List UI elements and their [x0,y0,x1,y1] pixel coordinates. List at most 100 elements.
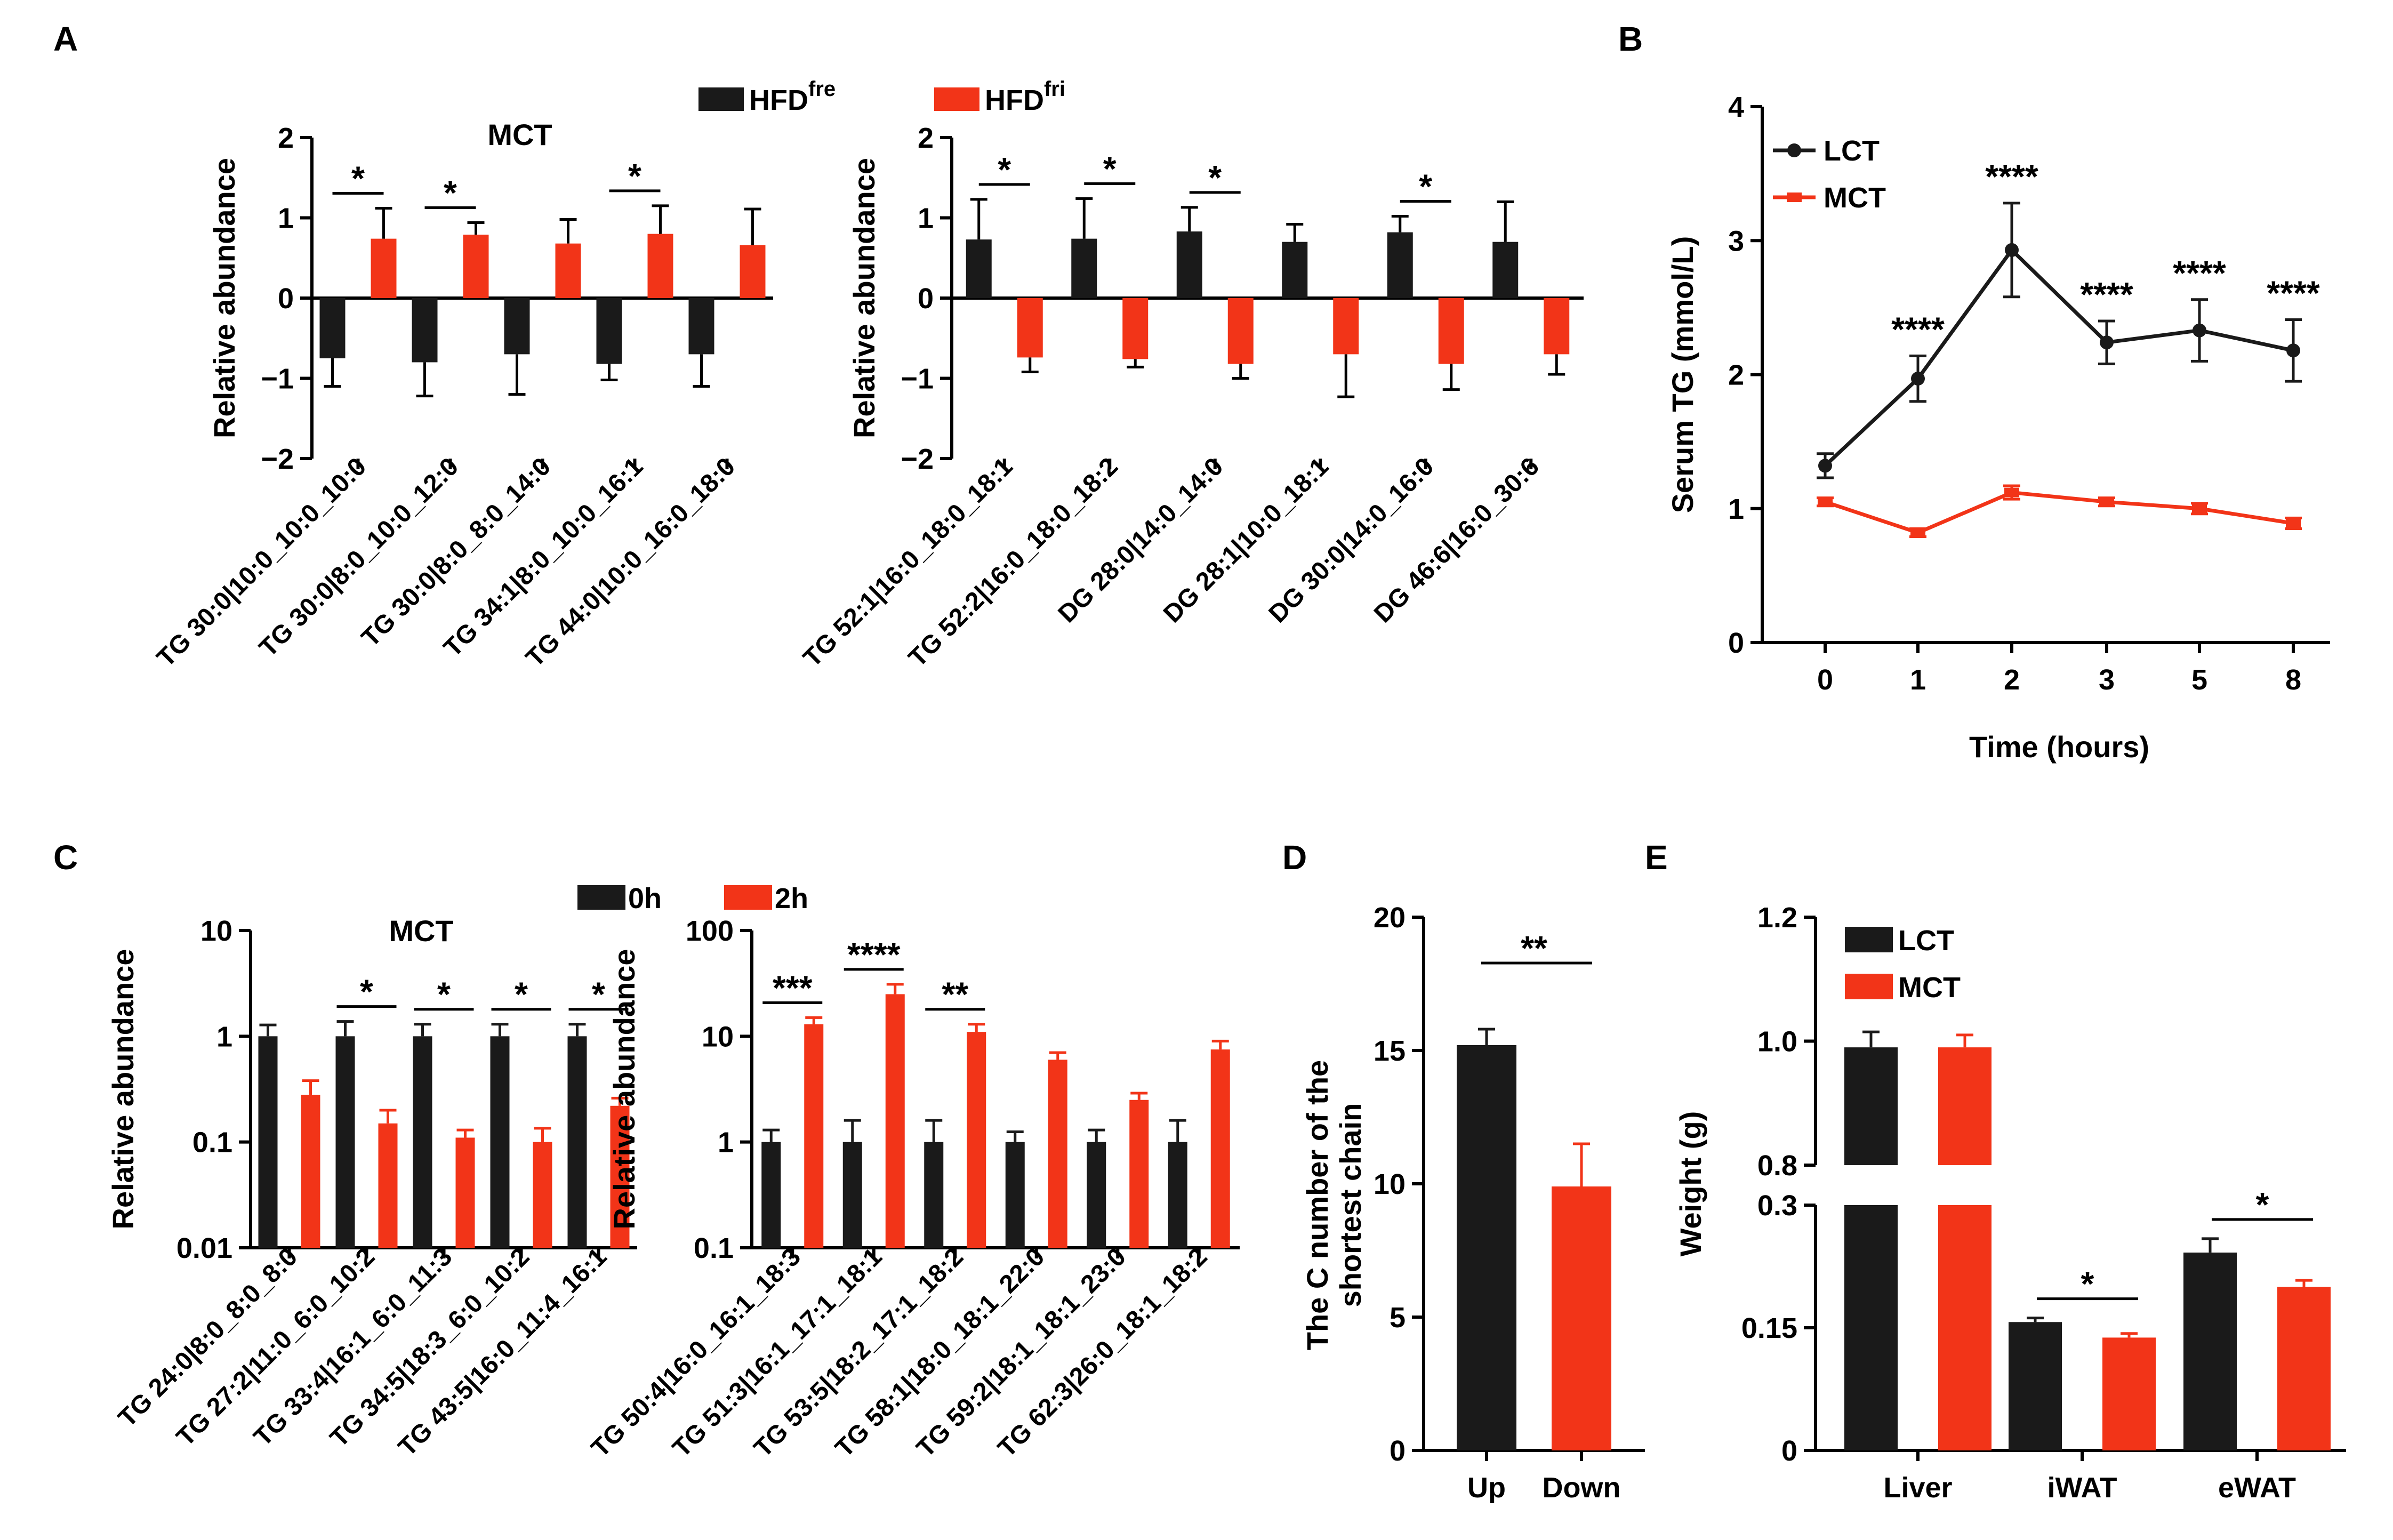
E-bar-LCT [2183,1252,2237,1450]
E-bar-MCT [2277,1287,2331,1450]
B-line-LCT [1824,247,2294,467]
B-legend-marker [1787,143,1801,157]
C2-bar-0h [842,1142,862,1248]
C1-y-tick-label: 0.01 [176,1232,232,1264]
D-y-tick-label: 20 [1374,902,1406,934]
A-legend-label: HFDfri [985,77,1065,116]
E-sig-label: * [2081,1265,2094,1303]
C-legend-swatch [724,885,772,910]
A2-sig-label: * [1103,149,1117,188]
A2-x-tick-label: TG 52:1|16:0_18:0_18:1 [798,452,1018,672]
C1-bar-2h [301,1094,320,1248]
A2-sig-label: * [1419,167,1432,205]
D-y-tick-label: 0 [1390,1435,1406,1467]
legend-a: HFDfre HFDfri [698,77,1065,116]
B-x-tick-label: 2 [2004,664,2020,696]
E-bar-LCT [2009,1322,2062,1450]
E-bar-MCT-upper [1938,1047,1992,1165]
D-y-tick-label: 15 [1374,1035,1406,1067]
C1-bar-0h [258,1036,278,1248]
A1-bar-HFDfre [504,298,530,355]
panel-label-d: D [1282,838,1307,877]
E-lower-y-tick-label: 0.3 [1757,1190,1797,1222]
A1-x-tick-label: TG 30:0|8:0_8:0_14:0 [356,452,556,652]
C2-y-tick-label: 1 [718,1127,734,1159]
B-y-tick-label: 2 [1728,359,1744,391]
E-lower-y-tick-label: 0.15 [1741,1312,1797,1344]
A2-x-tick-label: TG 52:2|16:0_18:0_18:2 [903,452,1123,672]
A1-sig-label: * [628,157,641,195]
panel-label-e: E [1645,838,1668,877]
A2-y-tick-label: 0 [918,283,934,315]
C1-bar-2h [455,1137,475,1248]
A2-bar-HFDfri [1227,298,1254,364]
B-sig-label: **** [2267,274,2320,312]
D-y-tick-label: 5 [1390,1302,1406,1334]
C1-sig-label: * [360,973,373,1011]
C1-bar-2h [610,1105,630,1248]
A1-y-tick-label: −1 [261,363,294,395]
A1-bar-HFDfre [412,298,438,363]
C1-sig-label: * [437,975,451,1014]
C2-bar-0h [1087,1142,1106,1248]
A2-bar-HFDfre [1282,242,1308,298]
A1-bar-HFDfri [740,245,766,298]
E-legend-swatch [1845,974,1893,999]
B-point-MCT [1818,497,1833,507]
C2-bar-0h [761,1142,781,1248]
C2-bar-2h [1210,1049,1230,1248]
panel-label-a: A [53,20,78,58]
C1-y-tick-label: 0.1 [192,1127,232,1159]
E-ylabel: Weight (g) [1674,1111,1707,1257]
C2-bar-0h [924,1142,944,1248]
C2-bar-2h [1048,1060,1067,1248]
C2-bar-2h [885,994,905,1248]
A2-bar-HFDfre [966,239,992,298]
B-xlabel: Time (hours) [1969,730,2149,764]
B-x-tick-label: 3 [2099,664,2115,696]
A1-bar-HFDfri [555,243,581,298]
B-legend-label: MCT [1824,182,1886,214]
E-x-tick-label: iWAT [2047,1472,2117,1504]
panel-label-c: C [53,838,78,877]
legend-c: 0h 2h [577,883,808,915]
E-x-tick-label: Liver [1883,1472,1952,1504]
A2-bar-HFDfre [1492,242,1519,298]
B-point-MCT [2286,518,2301,528]
A1-bar-HFDfre [596,298,622,364]
D-x-tick-label: Up [1467,1472,1506,1504]
C1-y-tick-label: 10 [200,915,232,947]
E-x-tick-label: eWAT [2218,1472,2296,1504]
A1-bar-HFDfri [371,238,397,298]
C-legend-label: 0h [628,883,662,915]
A2-bar-HFDfri [1333,298,1359,355]
B-point-LCT [1818,459,1832,473]
A1-bar-HFDfri [463,235,489,298]
A2-ylabel: Relative abundance [847,158,881,438]
A2-y-tick-label: 2 [918,122,934,154]
A1-bar-HFDfre [319,298,346,358]
A1-sig-label: * [444,174,457,212]
B-x-tick-label: 1 [1910,664,1926,696]
C2-y-tick-label: 100 [686,915,734,947]
C2-bar-2h [804,1024,824,1248]
B-x-tick-label: 8 [2285,664,2301,696]
C2-sig-label: *** [773,968,813,1007]
chart-e: 0 0.15 0.3 0.8 1.0 1.2 Weight (g) Liver iWAT eWAT… [1674,902,2346,1504]
D-sig-label: ** [1521,929,1547,967]
C1-bar-0h [413,1036,432,1248]
C2-bar-2h [967,1032,986,1248]
B-ylabel: Serum TG (mmol/L) [1666,236,1699,514]
A1-bar-HFDfri [647,234,673,298]
A1-sig-label: * [351,159,365,197]
C1-sig-label: * [515,975,528,1014]
A1-y-tick-label: 1 [278,203,294,235]
E-lower-y-tick-label: 0 [1781,1435,1797,1467]
E-sig-label: * [2256,1185,2269,1224]
B-x-tick-label: 0 [1817,664,1833,696]
B-sig-label: **** [1985,157,2038,196]
C2-bar-0h [1005,1142,1025,1248]
A1-y-tick-label: 2 [278,122,294,154]
